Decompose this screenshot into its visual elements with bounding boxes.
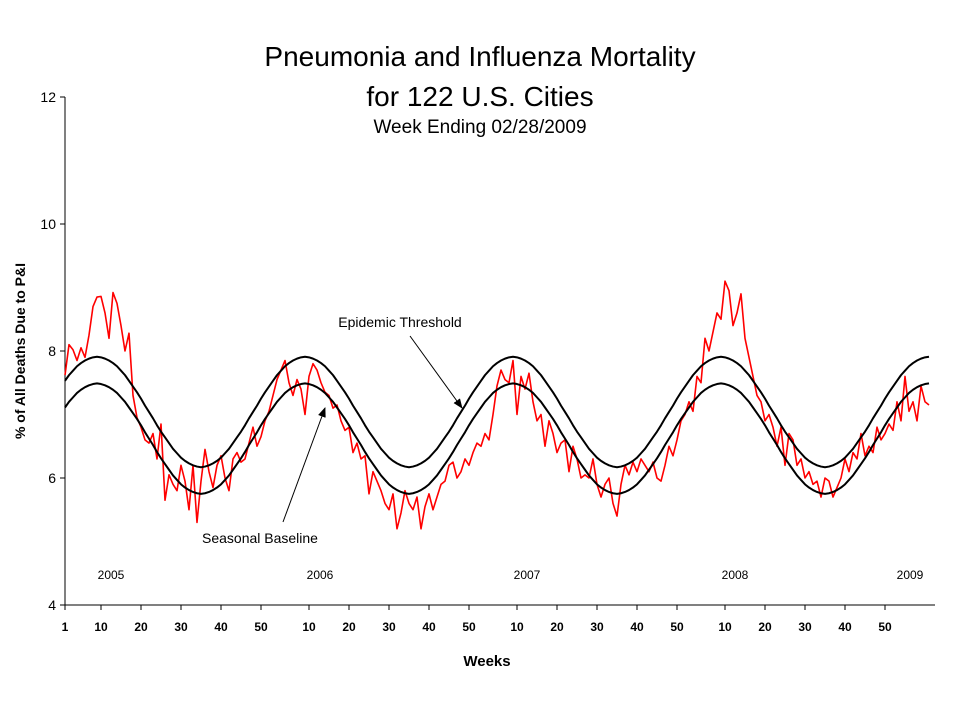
chart-title: for 122 U.S. Cities [366,81,593,112]
x-tick-label: 1 [62,620,69,634]
annotation: Seasonal Baseline [202,530,318,546]
x-tick-label: 20 [550,620,564,634]
series-line [64,382,930,495]
series-line [64,280,930,530]
y-tick-label: 10 [40,216,56,232]
x-tick-label: 20 [758,620,772,634]
x-tick-label: 30 [590,620,604,634]
x-tick-label: 20 [134,620,148,634]
x-tick-label: 30 [382,620,396,634]
x-tick-label: 50 [462,620,476,634]
year-label: 2007 [514,568,541,582]
annotation-arrow [282,407,326,523]
year-label: 2005 [98,568,125,582]
chart-subtitle: Week Ending 02/28/2009 [373,117,586,138]
x-tick-label: 40 [630,620,644,634]
x-tick-label: 10 [718,620,732,634]
y-tick-label: 6 [48,470,56,486]
series-line [64,355,930,469]
x-tick-label: 40 [422,620,436,634]
annotation-arrow [409,335,463,409]
x-tick-label: 50 [670,620,684,634]
annotation: Epidemic Threshold [338,314,461,330]
chart-title: Pneumonia and Influenza Mortality [264,41,695,72]
x-tick-label: 20 [342,620,356,634]
x-tick-label: 10 [94,620,108,634]
y-tick-label: 4 [48,597,56,613]
x-tick-label: 30 [174,620,188,634]
x-tick-label: 40 [838,620,852,634]
y-tick-label: 12 [40,89,56,105]
x-tick-label: 40 [214,620,228,634]
year-label: 2006 [307,568,334,582]
year-label: 2009 [897,568,924,582]
y-tick-label: 8 [48,343,56,359]
x-axis-label: Weeks [463,653,510,670]
x-tick-label: 50 [254,620,268,634]
year-label: 2008 [722,568,749,582]
x-tick-label: 50 [878,620,892,634]
x-tick-label: 10 [302,620,316,634]
x-tick-label: 30 [798,620,812,634]
x-tick-label: 10 [510,620,524,634]
y-axis-label: % of All Deaths Due to P&I [12,263,28,439]
